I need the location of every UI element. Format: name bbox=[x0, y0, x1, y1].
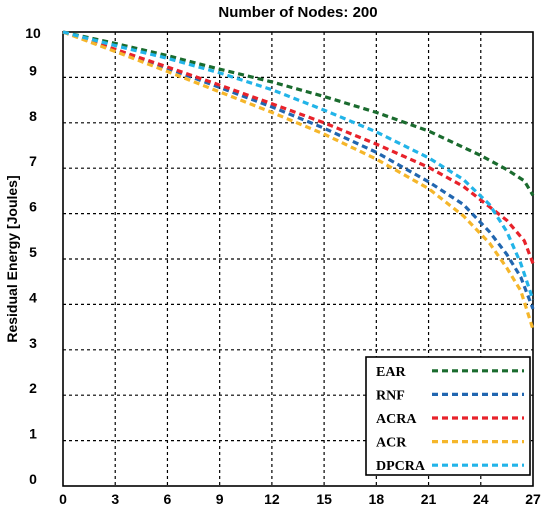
x-tick-label: 15 bbox=[316, 491, 332, 507]
y-axis-label: Residual Energy [Joules] bbox=[4, 175, 20, 342]
legend-label: EAR bbox=[376, 365, 406, 380]
x-tick-label: 24 bbox=[473, 491, 489, 507]
y-tick-label: 6 bbox=[29, 199, 37, 215]
x-axis-ticks: 0 3 6 9 12 15 18 21 24 27 bbox=[59, 491, 541, 507]
x-tick-label: 18 bbox=[369, 491, 385, 507]
legend-label: ACRA bbox=[376, 412, 417, 427]
legend-label: RNF bbox=[376, 388, 405, 403]
x-tick-label: 27 bbox=[525, 491, 541, 507]
series-line-acra bbox=[62, 30, 535, 265]
y-tick-label: 10 bbox=[25, 25, 41, 41]
series-line-dpcra bbox=[62, 30, 535, 301]
legend-box bbox=[365, 356, 531, 476]
x-tick-label: 12 bbox=[264, 491, 280, 507]
y-tick-label: 7 bbox=[29, 153, 37, 169]
series-line-acr bbox=[62, 30, 535, 330]
chart-title: Number of Nodes: 200 bbox=[218, 4, 377, 21]
series-line-rnf bbox=[62, 30, 535, 310]
y-tick-label: 5 bbox=[29, 244, 37, 260]
y-axis-ticks: 0 1 2 3 4 5 6 7 8 9 10 bbox=[25, 25, 41, 487]
legend-label: DPCRA bbox=[376, 459, 426, 474]
y-tick-label: 9 bbox=[29, 62, 37, 78]
legend: EAR RNF ACRA ACR DPCRA bbox=[365, 356, 531, 476]
y-tick-label: 8 bbox=[29, 108, 37, 124]
legend-label: ACR bbox=[376, 436, 407, 451]
y-tick-label: 0 bbox=[29, 471, 37, 487]
plot-frame bbox=[62, 31, 534, 487]
x-tick-label: 9 bbox=[216, 491, 224, 507]
y-tick-label: 4 bbox=[29, 289, 37, 305]
series-lines bbox=[62, 30, 535, 330]
x-tick-label: 21 bbox=[421, 491, 437, 507]
y-tick-label: 1 bbox=[29, 426, 37, 442]
y-tick-label: 2 bbox=[29, 380, 37, 396]
x-tick-label: 6 bbox=[164, 491, 172, 507]
y-tick-label: 3 bbox=[29, 335, 37, 351]
x-tick-label: 0 bbox=[59, 491, 67, 507]
x-tick-label: 3 bbox=[111, 491, 119, 507]
